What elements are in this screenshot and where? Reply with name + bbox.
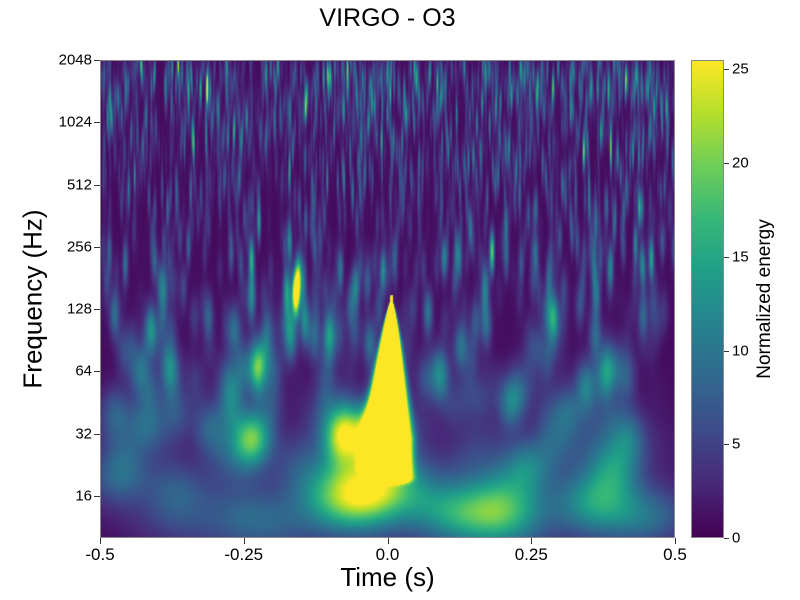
spectrogram-image	[101, 61, 674, 537]
spectrogram-plot-area	[100, 60, 675, 538]
x-tick	[531, 538, 533, 544]
colorbar-tick	[724, 538, 729, 539]
x-tick-label: 0.25	[514, 545, 548, 564]
x-axis-label: Time (s)	[340, 562, 435, 592]
colorbar-tick-label: 0	[732, 529, 741, 547]
y-tick-label: 2048	[58, 51, 92, 69]
x-tick	[243, 538, 245, 544]
colorbar	[691, 60, 724, 538]
y-tick	[94, 122, 100, 124]
y-tick-label: 16	[75, 487, 92, 505]
colorbar-tick	[724, 256, 729, 258]
x-tick-label: -0.25	[224, 545, 264, 564]
y-tick	[94, 433, 100, 435]
y-tick	[94, 184, 100, 186]
x-tick-label: -0.5	[85, 545, 115, 564]
y-tick	[94, 371, 100, 373]
y-tick	[94, 309, 100, 311]
colorbar-tick-label: 5	[732, 435, 741, 453]
y-axis-label: Frequency (Hz)	[17, 209, 48, 389]
colorbar-tick-label: 10	[732, 342, 749, 360]
colorbar-tick-label: 20	[732, 154, 749, 172]
y-tick	[94, 246, 100, 248]
y-tick-label: 512	[66, 176, 92, 193]
y-tick-label: 128	[66, 300, 92, 318]
colorbar-tick	[724, 350, 729, 352]
colorbar-label: Normalized energy	[754, 219, 775, 379]
x-tick	[675, 538, 676, 544]
x-tick	[100, 538, 101, 544]
x-tick	[387, 538, 389, 544]
colorbar-tick	[724, 163, 729, 165]
y-tick-label: 32	[75, 425, 92, 443]
y-tick	[94, 495, 100, 497]
colorbar-tick-label: 25	[732, 60, 749, 78]
y-tick-label: 1024	[58, 113, 92, 131]
colorbar-tick-label: 15	[732, 248, 749, 266]
y-tick-label: 256	[66, 238, 92, 256]
colorbar-tick	[724, 444, 729, 446]
y-tick-label: 64	[75, 362, 92, 380]
x-tick-label: 0.5	[663, 545, 687, 564]
y-tick	[94, 60, 100, 61]
chart-title: VIRGO - O3	[319, 4, 456, 32]
colorbar-tick	[724, 69, 729, 71]
x-tick-label: 0.0	[375, 545, 400, 564]
